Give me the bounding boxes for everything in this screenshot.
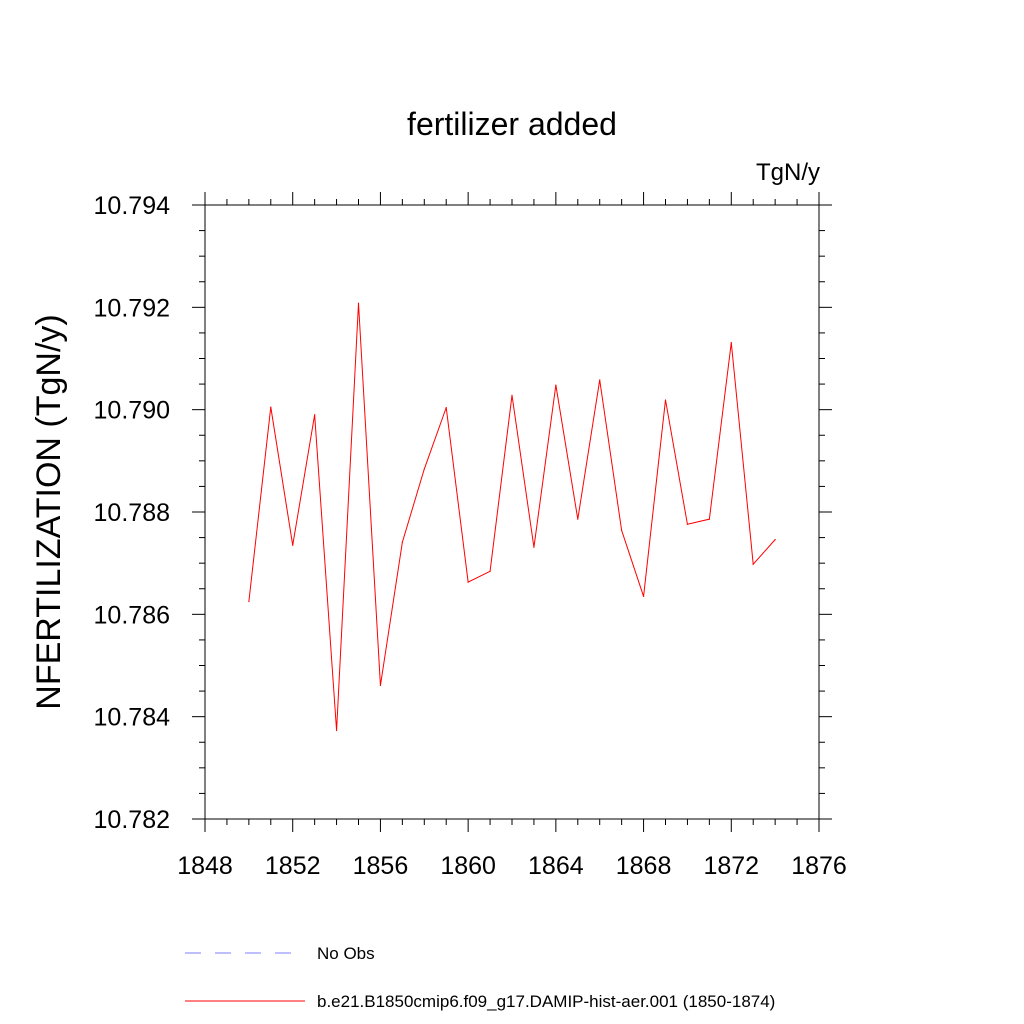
- x-tick-label: 1848: [177, 852, 233, 880]
- data-point: [533, 546, 535, 548]
- y-tick-label: 10.790: [94, 397, 170, 425]
- series-group: [248, 302, 776, 732]
- x-tick-label: 1864: [528, 852, 584, 880]
- data-point: [555, 384, 557, 386]
- y-tick-label: 10.792: [94, 294, 170, 322]
- legend: No Obs b.e21.B1850cmip6.f09_g17.DAMIP-his…: [185, 944, 775, 1011]
- x-tick-label: 1876: [791, 852, 847, 880]
- data-point: [511, 394, 513, 396]
- x-tick-label: 1852: [265, 852, 321, 880]
- plot-frame: [204, 204, 820, 820]
- data-point: [774, 539, 776, 541]
- chart-title: fertilizer added: [407, 106, 617, 142]
- legend-label-0: No Obs: [317, 944, 375, 963]
- data-point: [752, 563, 754, 565]
- data-point: [248, 600, 250, 603]
- data-point: [292, 544, 294, 546]
- x-tick-label: 1856: [353, 852, 409, 880]
- data-point: [467, 581, 469, 583]
- axis-ticks: [192, 192, 832, 832]
- data-point: [621, 529, 623, 532]
- y-tick-label: 10.782: [94, 806, 170, 834]
- data-point: [730, 342, 732, 344]
- x-tick-label: 1872: [703, 852, 759, 880]
- data-point: [335, 729, 338, 732]
- data-point: [357, 302, 360, 304]
- data-point: [489, 570, 491, 572]
- x-tick-label: 1868: [616, 852, 672, 880]
- y-tick-label: 10.794: [94, 192, 171, 220]
- data-point: [401, 541, 403, 543]
- x-tick-label: 1860: [440, 852, 496, 880]
- y-axis-label: NFERTILIZATION (TgN/y): [30, 314, 68, 709]
- axis-tick-labels: 1848 1852 1856 1860 1864 1868 1872 1876 10.782 10…: [94, 192, 847, 880]
- data-point: [314, 414, 316, 416]
- data-point: [686, 523, 689, 525]
- data-point: [599, 379, 601, 381]
- y-tick-label: 10.786: [94, 601, 170, 629]
- data-point: [664, 399, 667, 401]
- y-tick-label: 10.788: [94, 499, 170, 527]
- data-point: [642, 595, 645, 598]
- y-tick-label: 10.784: [94, 704, 171, 732]
- data-point: [708, 518, 710, 520]
- data-point: [379, 684, 382, 687]
- legend-label-1: b.e21.B1850cmip6.f09_g17.DAMIP-hist-aer.…: [317, 992, 775, 1011]
- data-point: [445, 407, 447, 409]
- units-label: TgN/y: [756, 159, 820, 186]
- data-point: [577, 518, 579, 520]
- series-line-0: [248, 303, 776, 731]
- data-point: [270, 406, 272, 408]
- data-point: [423, 468, 425, 470]
